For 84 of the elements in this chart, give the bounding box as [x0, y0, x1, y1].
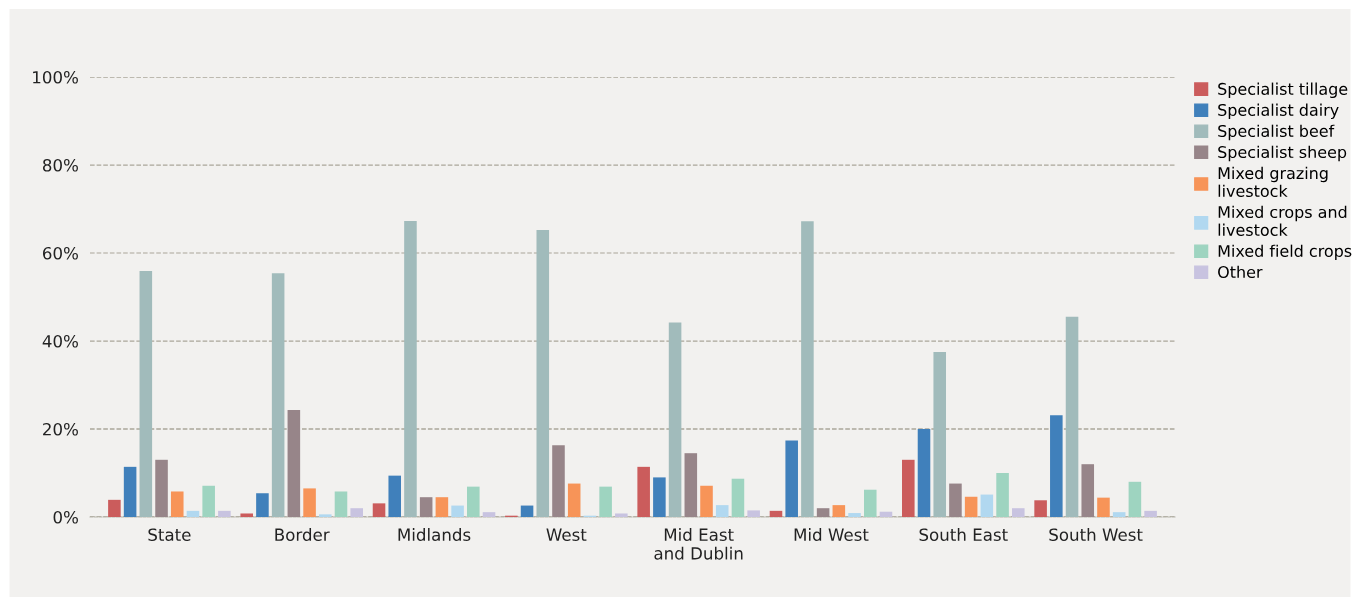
bar: [1144, 510, 1157, 517]
y-tick-label: 0%: [53, 510, 78, 524]
bar: [747, 510, 760, 517]
y-tick-label: 80%: [42, 158, 78, 172]
bar: [599, 486, 612, 517]
bar: [653, 477, 666, 517]
bar: [256, 493, 269, 517]
bar: [467, 486, 480, 517]
bar: [567, 483, 581, 517]
legend-label: Mixed crops and livestock: [1218, 205, 1347, 236]
bar: [769, 510, 783, 517]
bar: [271, 273, 285, 517]
bar: [1065, 316, 1079, 517]
y-tick-label: 60%: [43, 246, 78, 260]
bar: [801, 221, 814, 517]
bar: [451, 505, 464, 517]
legend-label: Specialist beef: [1218, 124, 1335, 141]
bar: [1034, 500, 1047, 517]
bar: [1012, 508, 1025, 517]
bar: [536, 230, 550, 517]
x-tick-label: Mid East and Dublin: [654, 528, 743, 560]
bar: [482, 512, 496, 517]
bar: [170, 491, 184, 517]
bar: [980, 494, 994, 517]
bar: [615, 513, 628, 517]
bar: [419, 497, 433, 517]
bar: [700, 485, 713, 517]
bar: [902, 459, 915, 517]
bar: [1097, 497, 1110, 517]
bar: [123, 466, 137, 517]
x-tick-label: State: [148, 528, 191, 542]
bar: [218, 510, 231, 517]
bar: [949, 483, 962, 517]
bar: [668, 322, 682, 517]
bar: [684, 453, 698, 517]
x-tick-label: South West: [1049, 528, 1143, 542]
x-tick-label: South East: [919, 528, 1008, 542]
bar: [334, 491, 348, 517]
bar: [1050, 415, 1063, 517]
bar: [996, 473, 1009, 517]
legend-label: Other: [1218, 265, 1263, 279]
bar: [303, 488, 316, 517]
bar: [917, 429, 931, 517]
bar: [1128, 481, 1142, 517]
legend-label: Specialist dairy: [1218, 103, 1339, 120]
bar: [435, 497, 449, 517]
bar: [637, 466, 650, 517]
bar: [816, 508, 830, 517]
bar: [879, 511, 893, 517]
bar: [715, 505, 729, 517]
bar: [520, 505, 534, 517]
bar: [863, 489, 877, 517]
legend-label: Specialist sheep: [1218, 145, 1347, 162]
bar: [372, 503, 386, 517]
legend-label: Specialist tillage: [1218, 82, 1348, 99]
legend-label: Mixed grazing livestock: [1218, 166, 1328, 198]
x-tick-label: West: [546, 528, 587, 542]
legend-label: Mixed field crops: [1218, 244, 1352, 261]
y-tick-label: 40%: [42, 334, 78, 348]
bar: [404, 220, 417, 517]
bar: [964, 496, 978, 517]
bar: [552, 445, 565, 517]
bar: [1081, 464, 1095, 517]
bar: [388, 475, 402, 517]
bar: [318, 514, 332, 517]
bar: [1112, 512, 1126, 517]
x-tick-label: Border: [275, 528, 330, 542]
bar: [108, 499, 121, 517]
y-tick-label: 20%: [43, 422, 78, 436]
x-tick-label: Midlands: [398, 528, 471, 542]
bar: [785, 440, 798, 517]
bar: [731, 478, 745, 517]
bar: [155, 459, 168, 517]
bar: [139, 271, 153, 517]
bar: [186, 510, 200, 517]
bar: [240, 513, 253, 517]
bar: [832, 505, 846, 517]
bar: [848, 513, 861, 517]
bar: [287, 410, 301, 517]
x-tick-label: Mid West: [794, 528, 869, 542]
bar: [202, 485, 215, 517]
bar: [933, 352, 947, 517]
bar: [350, 508, 363, 517]
y-tick-label: 100%: [33, 70, 78, 84]
